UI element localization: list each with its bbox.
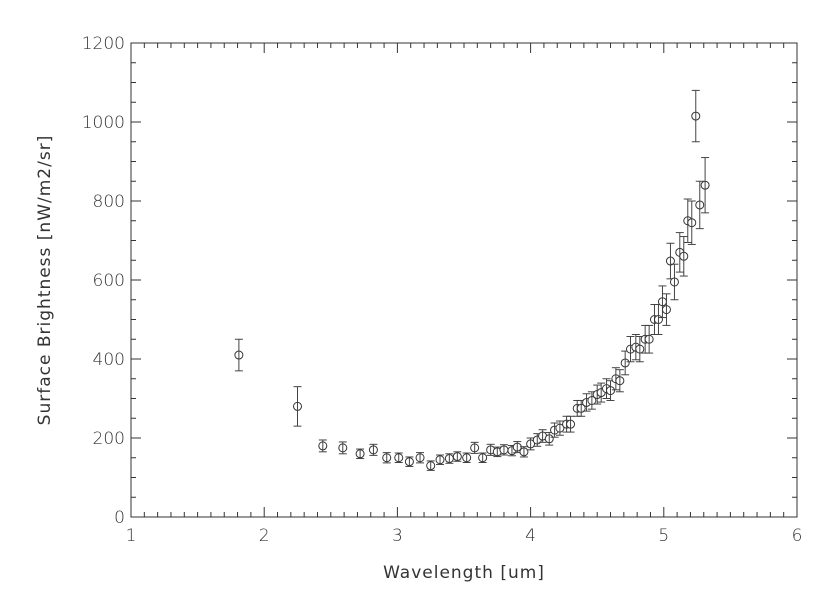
data-point <box>665 242 675 280</box>
data-point <box>404 456 414 467</box>
data-point <box>620 350 630 376</box>
x-tick-label: 3 <box>392 526 403 546</box>
data-point <box>470 441 480 454</box>
x-tick-label: 2 <box>259 526 270 546</box>
data-point <box>679 236 689 277</box>
data-point <box>526 437 536 451</box>
y-tick-label: 400 <box>93 350 125 370</box>
data-point <box>462 452 472 463</box>
y-tick-label: 800 <box>93 192 125 212</box>
data-point <box>555 420 565 436</box>
data-point <box>566 415 576 433</box>
data-point <box>415 452 425 464</box>
data-point <box>394 452 404 463</box>
data-point <box>318 439 328 453</box>
data-point <box>368 443 378 456</box>
data-point <box>691 89 701 143</box>
data-point <box>499 444 509 456</box>
data-point <box>687 200 697 245</box>
data-point <box>576 399 586 417</box>
y-tick-label: 0 <box>114 508 125 528</box>
y-tick-label: 600 <box>93 271 125 291</box>
data-point <box>657 285 667 319</box>
data-point <box>700 157 710 214</box>
data-point <box>615 369 625 393</box>
data-point <box>653 303 663 336</box>
x-tick-label: 5 <box>658 526 669 546</box>
data-point <box>661 293 671 326</box>
data-point <box>478 452 488 463</box>
data-point <box>444 453 454 464</box>
data-point <box>695 180 705 230</box>
x-axis-label: Wavelength [um] <box>383 563 545 583</box>
data-point <box>435 454 445 465</box>
x-tick-label: 4 <box>525 526 536 546</box>
y-tick-label: 1200 <box>82 34 125 54</box>
data-point <box>492 446 502 458</box>
x-tick-label: 1 <box>126 526 137 546</box>
y-tick-label: 1000 <box>82 113 125 133</box>
data-point <box>426 460 436 471</box>
y-tick-label: 200 <box>93 429 125 449</box>
axis-ticks <box>130 42 798 518</box>
data-point <box>644 324 654 354</box>
data-points <box>234 89 710 471</box>
x-tick-label: 6 <box>792 526 803 546</box>
data-point <box>452 451 462 462</box>
data-point <box>234 338 244 372</box>
x-tick-labels: 1 2 3 4 5 6 <box>126 526 803 546</box>
data-point <box>338 441 348 455</box>
data-point <box>587 391 597 410</box>
data-point <box>355 448 365 460</box>
data-point <box>669 263 679 301</box>
data-point <box>606 380 616 401</box>
y-axis-label: Surface Brightness [nW/m2/sr] <box>35 135 55 426</box>
y-tick-labels: 0 200 400 600 800 1000 1200 <box>82 34 125 528</box>
data-point <box>519 446 529 458</box>
data-point <box>382 452 392 464</box>
data-point <box>293 386 302 427</box>
